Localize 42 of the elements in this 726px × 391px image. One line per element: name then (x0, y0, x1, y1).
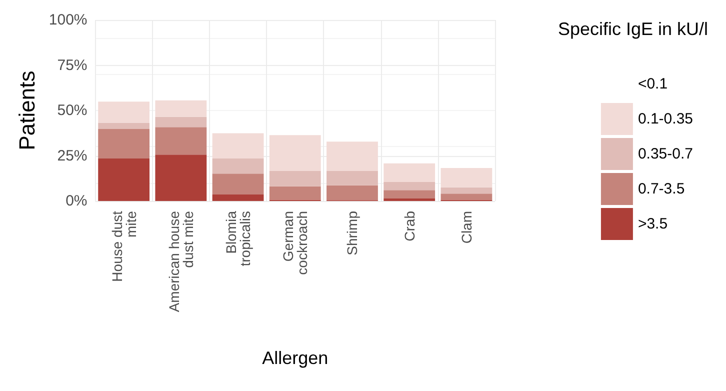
x-tick-label: Crab (401, 210, 418, 242)
legend-label: 0.35-0.7 (638, 146, 694, 162)
bar (98, 122, 150, 129)
legend-label: >3.5 (638, 216, 668, 232)
bar (440, 194, 492, 200)
x-tick-label: Shrimp (344, 210, 360, 256)
text: <0.1 (638, 76, 668, 92)
bar (326, 170, 378, 186)
bar (155, 154, 207, 201)
bar (326, 185, 378, 200)
bar (269, 186, 321, 200)
bar (212, 174, 264, 194)
bar (155, 116, 207, 128)
y-tick-label: 25% (57, 147, 88, 164)
legend-label: 0.1-0.35 (638, 110, 694, 128)
bar (155, 100, 207, 117)
legend-title: Specific IgE in kU/l (558, 19, 708, 39)
bar (440, 187, 492, 194)
bar (269, 135, 321, 171)
x-tick-label: House dust mite (108, 210, 139, 282)
y-tick-label: 100% (48, 12, 88, 28)
bar (98, 158, 150, 201)
bar (98, 128, 150, 158)
bar (155, 127, 207, 155)
bar (384, 198, 436, 201)
y-axis-title: Patients (14, 70, 40, 150)
legend-label: 0.7-3.5 (638, 180, 685, 198)
bar (212, 158, 264, 174)
bar (384, 182, 436, 190)
bar (384, 190, 436, 198)
bar (440, 168, 492, 188)
x-tick-label: Clam (458, 211, 474, 244)
bar (212, 133, 264, 158)
y-tick-label: 75% (57, 56, 88, 74)
bar (384, 163, 436, 182)
bar (98, 102, 150, 123)
bar (326, 142, 378, 171)
y-tick-label: 50% (57, 102, 88, 119)
x-axis-title: Allergen (262, 348, 328, 368)
bar (212, 194, 264, 201)
y-tick-label: 0% (66, 192, 88, 210)
bar (269, 170, 321, 186)
